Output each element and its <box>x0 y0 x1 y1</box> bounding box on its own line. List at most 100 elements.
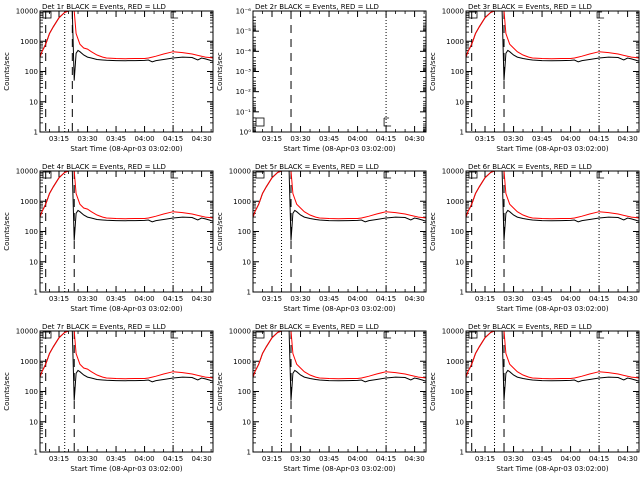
interval-box-marker <box>42 11 52 19</box>
x-tick-label: 04:00 <box>134 135 154 143</box>
x-tick-label: 04:00 <box>347 135 367 143</box>
y-tick-label: 10⁻⁶ <box>236 8 252 16</box>
chart-title: Det 3r BLACK = Events, RED = LLD <box>468 3 592 11</box>
plot-frame <box>39 10 214 133</box>
interval-flag-marker <box>596 171 605 179</box>
interval-box-marker <box>255 171 265 179</box>
y-tick-label: 100 <box>451 228 464 236</box>
y-tick-label: 100 <box>25 68 38 76</box>
interval-box-marker <box>468 171 478 179</box>
plot-frame <box>252 330 427 453</box>
y-tick-label: 1000 <box>233 198 251 206</box>
events-series-line <box>253 331 426 401</box>
x-axis-title: Start Time (08-Apr-03 03:02:00) <box>283 465 395 473</box>
y-axis-title: Counts/sec <box>216 372 224 411</box>
y-tick-label: 1000 <box>20 198 38 206</box>
x-tick-label: 03:45 <box>532 455 552 463</box>
y-tick-label: 1 <box>460 129 464 137</box>
y-tick-label: 100 <box>25 388 38 396</box>
interval-box-marker <box>468 11 478 19</box>
x-tick-label: 03:30 <box>77 455 97 463</box>
x-tick-label: 04:00 <box>560 455 580 463</box>
y-axis-title: Counts/sec <box>429 212 437 251</box>
interval-flag-marker <box>596 11 605 19</box>
lld-series-line <box>40 11 213 60</box>
lld-series-line <box>253 171 426 220</box>
x-tick-label: 04:15 <box>589 135 609 143</box>
x-tick-label: 04:30 <box>191 295 211 303</box>
y-axis-title: Counts/sec <box>429 372 437 411</box>
x-tick-label: 04:00 <box>134 455 154 463</box>
x-tick-label: 03:15 <box>49 295 69 303</box>
x-tick-label: 03:45 <box>106 455 126 463</box>
x-tick-label: 03:15 <box>49 135 69 143</box>
y-tick-label: 1000 <box>20 38 38 46</box>
y-axis-title: Counts/sec <box>216 212 224 251</box>
det-6r-chart: Det 6r BLACK = Events, RED = LLD Counts/s… <box>429 163 640 313</box>
y-tick-label: 10 <box>455 418 464 426</box>
x-tick-label: 04:30 <box>404 295 424 303</box>
y-tick-label: 10000 <box>229 168 251 176</box>
lld-series-line <box>253 331 426 380</box>
y-tick-label: 10⁰ <box>239 129 251 137</box>
x-tick-label: 04:00 <box>560 135 580 143</box>
y-tick-label: 10000 <box>229 328 251 336</box>
y-axis-title: Counts/sec <box>216 52 224 91</box>
det-3r-chart: Det 3r BLACK = Events, RED = LLD Counts/s… <box>429 3 640 153</box>
plot-frame <box>465 170 640 293</box>
events-series-line <box>466 331 639 401</box>
x-tick-label: 04:15 <box>163 135 183 143</box>
det-9r-chart: Det 9r BLACK = Events, RED = LLD Counts/s… <box>429 323 640 473</box>
y-tick-label: 1 <box>247 449 251 457</box>
det-1r-chart: Det 1r BLACK = Events, RED = LLD Counts/s… <box>3 3 214 153</box>
events-series-line <box>40 331 213 401</box>
chart-title: Det 9r BLACK = Events, RED = LLD <box>468 323 592 331</box>
y-tick-label: 10000 <box>16 328 38 336</box>
interval-flag-marker <box>383 117 392 127</box>
x-tick-label: 03:15 <box>49 455 69 463</box>
interval-flag-marker <box>170 11 179 19</box>
chart-title: Det 2r BLACK = Events, RED = LLD <box>255 3 379 11</box>
y-tick-label: 10 <box>455 258 464 266</box>
y-tick-label: 10 <box>29 418 38 426</box>
x-tick-label: 04:15 <box>376 135 396 143</box>
interval-box-marker <box>42 171 52 179</box>
y-axis-title: Counts/sec <box>3 212 11 251</box>
x-tick-label: 03:45 <box>319 135 339 143</box>
y-tick-label: 10 <box>455 98 464 106</box>
lld-series-line <box>466 171 639 220</box>
y-tick-label: 1 <box>460 449 464 457</box>
det-8r-chart: Det 8r BLACK = Events, RED = LLD Counts/s… <box>216 323 427 473</box>
chart-title: Det 7r BLACK = Events, RED = LLD <box>42 323 166 331</box>
x-axis-title: Start Time (08-Apr-03 03:02:00) <box>70 465 182 473</box>
y-tick-label: 10000 <box>442 328 464 336</box>
x-tick-label: 04:15 <box>589 295 609 303</box>
y-tick-label: 1 <box>34 289 38 297</box>
x-tick-label: 03:30 <box>77 135 97 143</box>
y-tick-label: 1000 <box>446 358 464 366</box>
x-tick-label: 03:45 <box>319 295 339 303</box>
det-4r-chart: Det 4r BLACK = Events, RED = LLD Counts/s… <box>3 163 214 313</box>
lld-series-line <box>40 331 213 380</box>
x-tick-label: 03:30 <box>503 455 523 463</box>
interval-flag-marker <box>383 171 392 179</box>
x-axis-title: Start Time (08-Apr-03 03:02:00) <box>496 145 608 153</box>
x-tick-label: 04:00 <box>134 295 154 303</box>
y-axis-title: Counts/sec <box>3 372 11 411</box>
x-tick-label: 03:15 <box>262 135 282 143</box>
interval-flag-marker <box>170 331 179 339</box>
x-tick-label: 03:15 <box>475 135 495 143</box>
y-axis-title: Counts/sec <box>429 52 437 91</box>
lld-series-line <box>466 11 639 60</box>
events-series-line <box>253 171 426 241</box>
y-tick-label: 10000 <box>16 8 38 16</box>
interval-box-marker <box>255 117 265 127</box>
y-tick-label: 10 <box>242 418 251 426</box>
x-tick-label: 04:00 <box>560 295 580 303</box>
y-tick-label: 10⁻³ <box>236 68 252 76</box>
y-tick-label: 10⁻⁴ <box>236 48 252 56</box>
x-tick-label: 03:45 <box>319 455 339 463</box>
y-tick-label: 100 <box>238 388 251 396</box>
chart-title: Det 5r BLACK = Events, RED = LLD <box>255 163 379 171</box>
